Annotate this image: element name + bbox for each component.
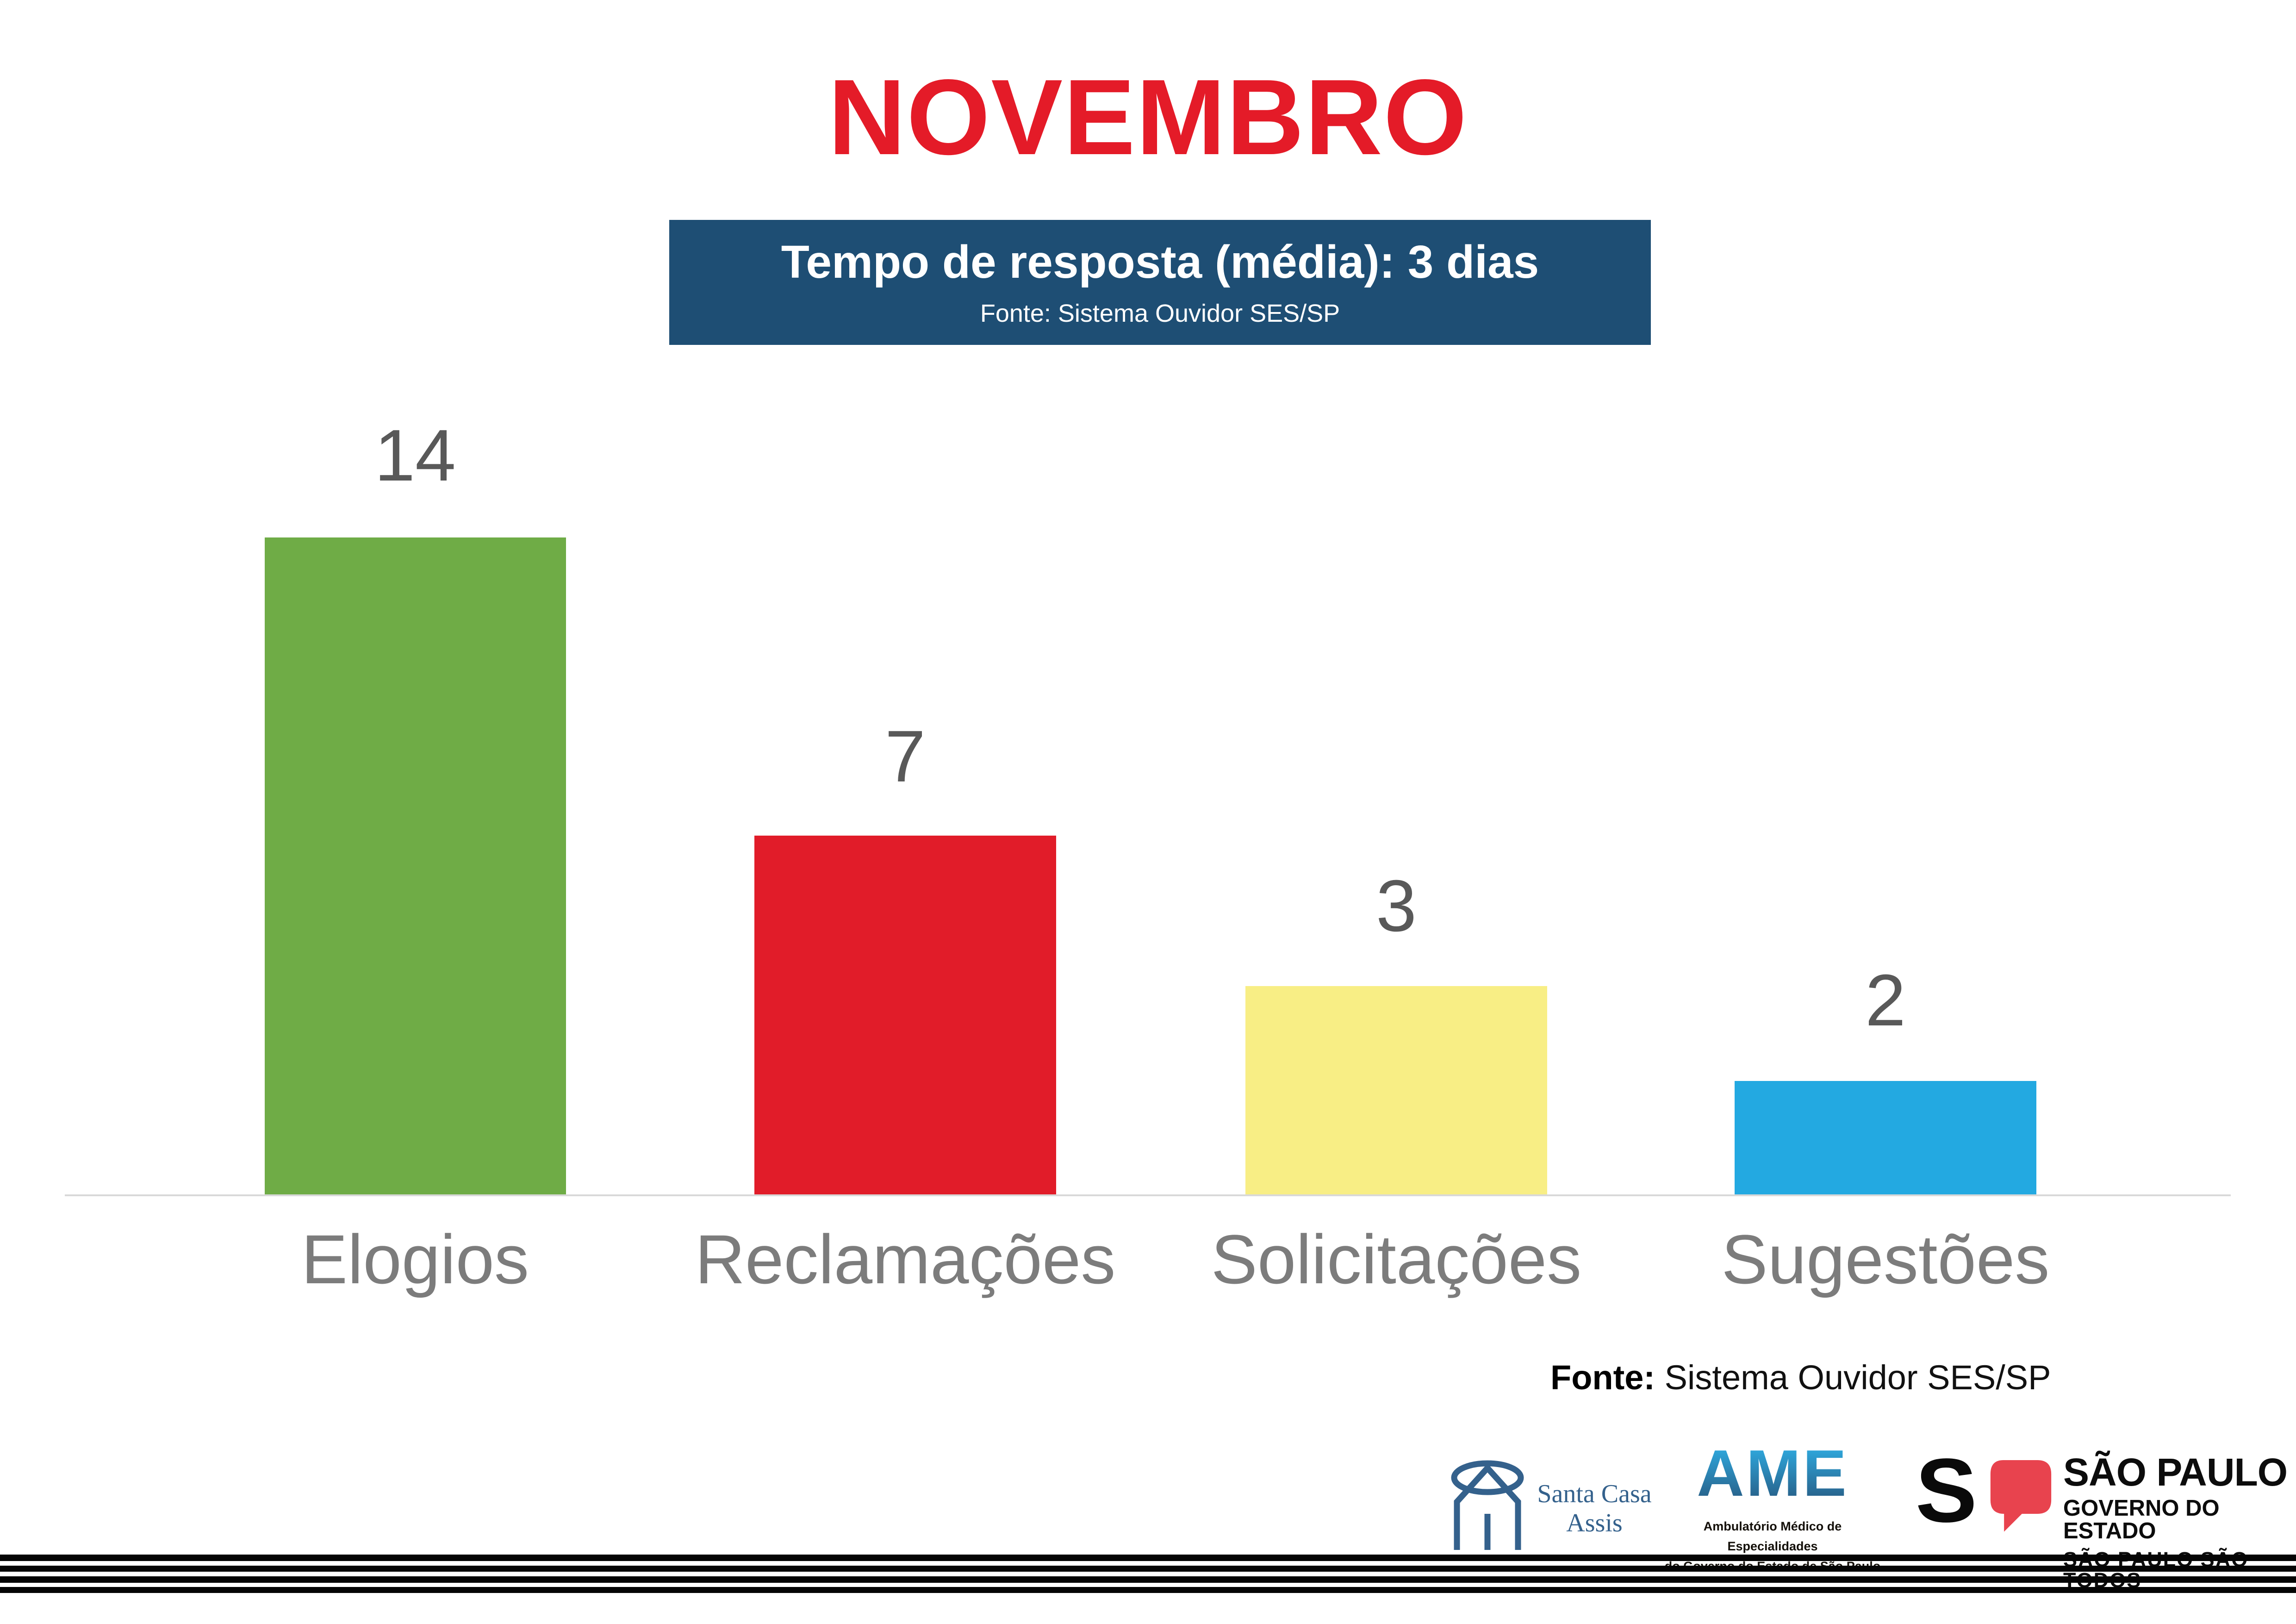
bar-value-label: 14 bbox=[374, 415, 456, 496]
sp-logo-balloon-icon bbox=[1990, 1460, 2052, 1532]
response-time-banner: Tempo de resposta (média): 3 dias Fonte:… bbox=[669, 220, 1651, 345]
bar-reclamacoes bbox=[754, 836, 1056, 1195]
banner-title: Tempo de resposta (média): 3 dias bbox=[781, 236, 1539, 288]
sp-logo-icon: S bbox=[1916, 1445, 2064, 1538]
footer-stripe bbox=[0, 1587, 2296, 1593]
footer-source: Fonte: Sistema Ouvidor SES/SP bbox=[1550, 1359, 2051, 1396]
bar-value-label: 2 bbox=[1865, 960, 1906, 1041]
sp-logo-subtitle: GOVERNO DO ESTADO bbox=[2063, 1496, 2220, 1543]
santa-casa-name: Santa Casa bbox=[1537, 1480, 1652, 1508]
ame-logo-acronym: AME bbox=[1697, 1437, 1848, 1510]
page-title: NOVEMBRO bbox=[828, 57, 1468, 177]
category-label: Elogios bbox=[301, 1220, 529, 1298]
ame-subtitle-line1: Ambulatório Médico de Especialidades bbox=[1703, 1519, 1842, 1554]
bar-value-label: 7 bbox=[885, 716, 926, 797]
sp-logo-s-glyph: S bbox=[1915, 1440, 1978, 1541]
banner-source: Fonte: Sistema Ouvidor SES/SP bbox=[980, 300, 1340, 327]
x-axis-line bbox=[65, 1194, 2231, 1196]
bar-value-label: 3 bbox=[1376, 865, 1417, 947]
category-label: Solicitações bbox=[1211, 1220, 1582, 1298]
category-label: Sugestões bbox=[1721, 1220, 2050, 1298]
footer-source-text: Sistema Ouvidor SES/SP bbox=[1655, 1358, 2051, 1397]
bar-sugestoes bbox=[1735, 1081, 2036, 1195]
bar-solicitacoes bbox=[1245, 986, 1547, 1195]
category-label: Reclamações bbox=[695, 1220, 1116, 1298]
santa-casa-logo-text: Santa Casa Assis bbox=[1525, 1480, 1664, 1537]
footer-source-label: Fonte: bbox=[1550, 1358, 1655, 1397]
santa-casa-logo-icon bbox=[1451, 1460, 1524, 1550]
bar-elogios bbox=[265, 537, 566, 1195]
footer-stripe bbox=[0, 1566, 2296, 1572]
footer-stripe bbox=[0, 1555, 2296, 1561]
santa-casa-city: Assis bbox=[1566, 1508, 1623, 1537]
footer-stripe bbox=[0, 1576, 2296, 1583]
sp-logo-title: SÃO PAULO bbox=[2063, 1450, 2288, 1494]
